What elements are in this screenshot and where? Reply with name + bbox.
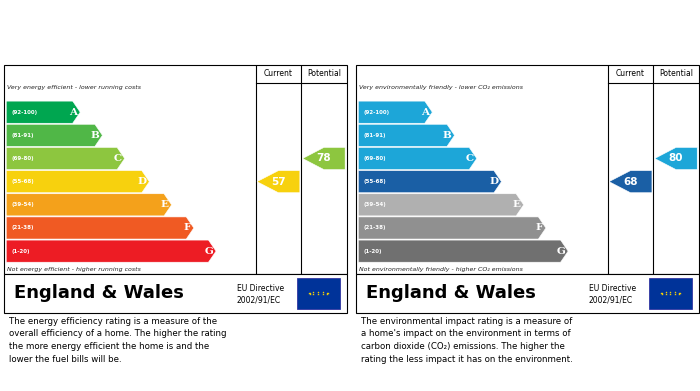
Text: C: C — [466, 154, 474, 163]
Text: E: E — [161, 200, 169, 209]
Text: (92-100): (92-100) — [363, 110, 389, 115]
Text: B: B — [91, 131, 99, 140]
Text: A: A — [421, 108, 430, 117]
Text: (39-54): (39-54) — [11, 202, 34, 207]
Text: (55-68): (55-68) — [363, 179, 386, 184]
Text: Not energy efficient - higher running costs: Not energy efficient - higher running co… — [7, 267, 141, 272]
Polygon shape — [358, 217, 546, 239]
Text: Environmental Impact (CO₂) Rating: Environmental Impact (CO₂) Rating — [364, 43, 626, 56]
Text: (1-20): (1-20) — [11, 249, 29, 254]
Text: England & Wales: England & Wales — [14, 284, 183, 302]
Polygon shape — [358, 147, 477, 170]
Text: England & Wales: England & Wales — [366, 284, 536, 302]
Text: Very environmentally friendly - lower CO₂ emissions: Very environmentally friendly - lower CO… — [359, 85, 523, 90]
Text: F: F — [183, 224, 191, 233]
Text: G: G — [204, 247, 214, 256]
Text: G: G — [556, 247, 566, 256]
Text: EU Directive: EU Directive — [237, 283, 284, 293]
Text: EU Directive: EU Directive — [589, 283, 636, 293]
Text: Energy Efficiency Rating: Energy Efficiency Rating — [12, 43, 195, 56]
Text: 80: 80 — [668, 154, 683, 163]
Text: B: B — [443, 131, 452, 140]
Text: 2002/91/EC: 2002/91/EC — [589, 296, 633, 305]
Polygon shape — [6, 194, 172, 216]
Text: E: E — [513, 200, 521, 209]
Polygon shape — [257, 170, 300, 193]
Polygon shape — [6, 217, 194, 239]
Text: (69-80): (69-80) — [11, 156, 34, 161]
Text: 78: 78 — [316, 154, 331, 163]
Text: Current: Current — [616, 70, 645, 79]
Text: The energy efficiency rating is a measure of the
overall efficiency of a home. T: The energy efficiency rating is a measur… — [8, 317, 226, 364]
Text: (21-38): (21-38) — [11, 226, 34, 230]
Polygon shape — [654, 147, 697, 170]
Polygon shape — [358, 170, 501, 193]
Polygon shape — [6, 240, 216, 262]
Text: (69-80): (69-80) — [363, 156, 386, 161]
Text: (92-100): (92-100) — [11, 110, 37, 115]
Polygon shape — [358, 101, 433, 123]
Polygon shape — [358, 194, 524, 216]
Text: Potential: Potential — [659, 70, 693, 79]
Polygon shape — [6, 101, 80, 123]
Text: (81-91): (81-91) — [11, 133, 34, 138]
Polygon shape — [6, 170, 149, 193]
Text: The environmental impact rating is a measure of
a home's impact on the environme: The environmental impact rating is a mea… — [360, 317, 573, 364]
Text: 68: 68 — [623, 177, 638, 187]
Text: Potential: Potential — [307, 70, 341, 79]
Polygon shape — [358, 124, 454, 146]
Text: 57: 57 — [271, 177, 286, 187]
Polygon shape — [358, 240, 568, 262]
Text: D: D — [137, 177, 146, 186]
Text: (55-68): (55-68) — [11, 179, 34, 184]
Text: A: A — [69, 108, 78, 117]
Text: (21-38): (21-38) — [363, 226, 386, 230]
Text: Not environmentally friendly - higher CO₂ emissions: Not environmentally friendly - higher CO… — [359, 267, 523, 272]
Text: (39-54): (39-54) — [363, 202, 386, 207]
Text: Current: Current — [264, 70, 293, 79]
Text: (1-20): (1-20) — [363, 249, 382, 254]
Bar — [649, 278, 692, 309]
Text: 2002/91/EC: 2002/91/EC — [237, 296, 281, 305]
Text: D: D — [489, 177, 498, 186]
Text: F: F — [536, 224, 543, 233]
Text: (81-91): (81-91) — [363, 133, 386, 138]
Text: Very energy efficient - lower running costs: Very energy efficient - lower running co… — [7, 85, 141, 90]
Polygon shape — [302, 147, 345, 170]
Polygon shape — [6, 147, 125, 170]
Polygon shape — [609, 170, 652, 193]
Text: C: C — [114, 154, 122, 163]
Polygon shape — [6, 124, 102, 146]
Bar — [297, 278, 340, 309]
